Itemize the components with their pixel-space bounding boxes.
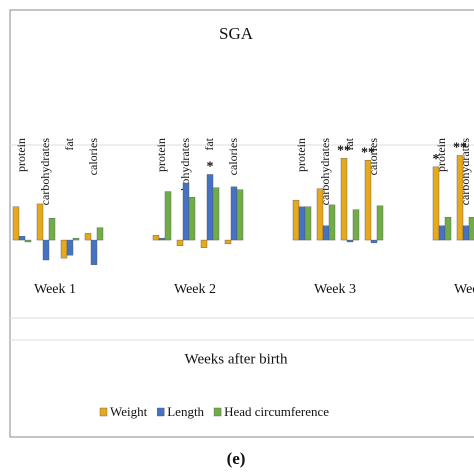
significance-mark: ** [337, 144, 351, 159]
bar [364, 160, 372, 241]
bar [90, 239, 98, 265]
bar [328, 204, 336, 241]
bar [346, 239, 354, 243]
subcategory-label: calories [86, 138, 100, 176]
bar [66, 239, 74, 256]
significance-mark: ** [453, 141, 467, 156]
x-tick-label: Week 1 [34, 282, 76, 297]
bar [72, 237, 80, 241]
subcategory-label: fat [62, 137, 76, 150]
bar [304, 206, 312, 241]
subcategory-label: carbohydrates [38, 138, 52, 206]
caption: (e) [227, 449, 246, 468]
bar [468, 217, 474, 241]
bar [84, 233, 92, 241]
bar [456, 155, 464, 241]
x-tick-label: Week 2 [174, 282, 216, 297]
x-axis-title: Weeks after birth [185, 351, 288, 367]
bar [48, 217, 56, 241]
chart-frame [9, 9, 474, 438]
significance-mark: * [433, 152, 440, 167]
bar [212, 187, 220, 241]
subcategory-label: protein [294, 138, 308, 172]
bar [42, 239, 50, 261]
x-tick-label: Week 3 [314, 282, 356, 297]
bar [36, 203, 44, 241]
bar [444, 217, 452, 241]
subcategory-label: protein [434, 138, 448, 172]
subcategory-label: fat [342, 137, 356, 150]
subcategory-label: calories [226, 138, 240, 176]
bar [340, 158, 348, 241]
subcategory-label: carbohydrates [318, 138, 332, 206]
x-tick-label: Week 4 [454, 282, 474, 297]
subcategory-label: protein [14, 138, 28, 172]
bar [230, 186, 238, 241]
bar [206, 174, 214, 241]
bar [60, 239, 68, 259]
bar [24, 239, 32, 243]
legend-label: Head circumference [224, 404, 329, 419]
bar [152, 235, 160, 241]
chart-title: SGA [219, 24, 254, 43]
bar [298, 206, 306, 241]
bar [438, 225, 446, 241]
bar [292, 199, 300, 241]
bar [182, 182, 190, 241]
bar [224, 239, 232, 245]
legend-label: Length [167, 404, 204, 419]
bar [96, 227, 104, 241]
bar [432, 166, 440, 241]
bar [352, 209, 360, 241]
bar [316, 188, 324, 241]
bar [176, 239, 184, 246]
bar [462, 225, 470, 241]
legend-swatch [213, 407, 222, 417]
bar [322, 225, 330, 241]
legend-swatch [157, 407, 165, 417]
subcategory-label: fat [202, 137, 216, 150]
bar [158, 237, 166, 241]
subcategory-label: protein [154, 138, 168, 172]
bar [200, 239, 208, 248]
bar [12, 206, 20, 241]
significance-mark: * [207, 160, 214, 175]
significance-mark: ** [361, 145, 375, 160]
legend-label: Weight [110, 404, 148, 419]
bar [18, 236, 26, 241]
bar [370, 239, 378, 244]
bar [164, 191, 172, 241]
bar [236, 189, 244, 241]
legend-swatch [99, 407, 108, 417]
bar [188, 197, 196, 241]
bar [376, 205, 384, 241]
